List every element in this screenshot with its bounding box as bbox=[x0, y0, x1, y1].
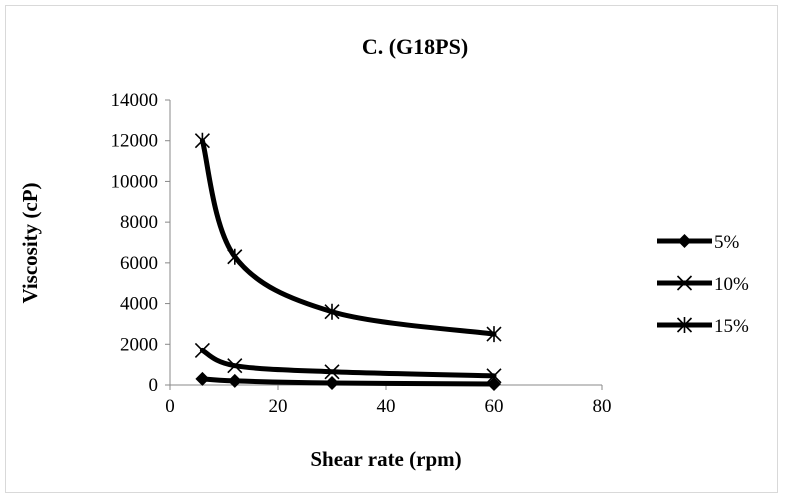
data-point-1 bbox=[325, 375, 339, 390]
legend-label-3: 15% bbox=[714, 316, 749, 337]
x-tick-label: 0 bbox=[165, 396, 175, 417]
data-point-3 bbox=[194, 132, 210, 149]
x-tick-label: 60 bbox=[485, 396, 504, 417]
legend-label-1: 5% bbox=[714, 232, 740, 253]
legend-label-2: 10% bbox=[714, 274, 749, 295]
axes bbox=[165, 99, 603, 390]
y-tick-label: 14000 bbox=[111, 90, 159, 111]
tick-labels: 0 2000 4000 6000 8000 10000 12000 14000 0 20 40 60 8… bbox=[111, 90, 612, 417]
data-point-2 bbox=[194, 342, 210, 358]
data-point-3 bbox=[486, 326, 502, 343]
x-tick-label: 80 bbox=[593, 396, 612, 417]
data-point-2 bbox=[486, 368, 502, 384]
series-line-1 bbox=[199, 376, 497, 387]
series-line-2 bbox=[199, 347, 497, 379]
x-axis-title: Shear rate (rpm) bbox=[310, 447, 461, 471]
y-tick-label: 0 bbox=[149, 375, 159, 396]
legend: 5% 10% 15% bbox=[657, 232, 749, 337]
y-tick-label: 8000 bbox=[120, 212, 158, 233]
series-markers bbox=[194, 132, 502, 391]
y-tick-label: 10000 bbox=[111, 171, 159, 192]
data-point-3 bbox=[227, 248, 243, 265]
data-point-2 bbox=[227, 358, 243, 374]
x-tick-label: 40 bbox=[377, 396, 396, 417]
legend-marker-3 bbox=[676, 317, 693, 333]
y-tick-label: 2000 bbox=[120, 334, 158, 355]
data-point-1 bbox=[487, 376, 501, 391]
series-line-3 bbox=[199, 138, 497, 337]
data-point-1 bbox=[227, 373, 242, 388]
chart-title: C. (G18PS) bbox=[362, 34, 468, 59]
x-tick-label: 20 bbox=[269, 396, 288, 417]
y-tick-label: 6000 bbox=[120, 253, 158, 274]
y-tick-label: 12000 bbox=[111, 131, 159, 152]
data-point-3 bbox=[324, 303, 340, 320]
series-lines bbox=[199, 138, 497, 387]
data-point-1 bbox=[195, 371, 210, 386]
y-axis-title: Viscosity (cP) bbox=[18, 182, 42, 303]
data-point-2 bbox=[324, 364, 340, 380]
chart-frame bbox=[5, 5, 778, 493]
legend-marker-1 bbox=[677, 234, 692, 248]
legend-marker-2 bbox=[676, 275, 693, 291]
y-tick-label: 4000 bbox=[120, 294, 158, 315]
